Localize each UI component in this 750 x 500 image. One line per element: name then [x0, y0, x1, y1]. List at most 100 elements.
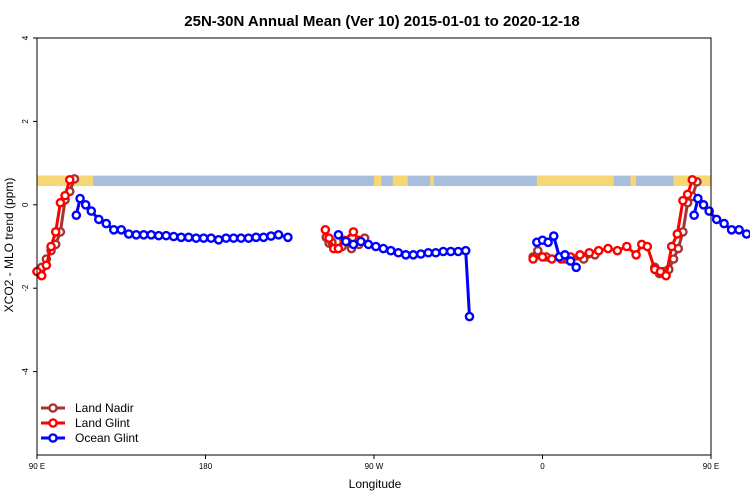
series-0	[32, 174, 702, 279]
series-2-point-6	[108, 225, 119, 235]
legend-item-1: Land Glint	[41, 416, 130, 430]
series-2-point-55	[565, 256, 576, 266]
series-2-point-16	[183, 232, 194, 243]
series-2-point-2	[80, 199, 91, 210]
y-tick-label-4: 4	[21, 35, 30, 40]
series-2-point-52	[548, 231, 559, 241]
series-2-point-34	[363, 239, 374, 250]
series-0-point-19	[533, 245, 543, 256]
series-2	[71, 193, 750, 322]
x-tick-label-2: 90 W	[365, 462, 384, 471]
series-1-point-21	[584, 247, 595, 258]
series-2-point-15	[176, 232, 186, 243]
series-2-point-42	[423, 247, 434, 258]
y-axis-ticks: -4 -2 0 2 4	[21, 35, 37, 375]
series-1-point-7	[64, 174, 75, 185]
series-1-line-2	[532, 179, 694, 278]
series-1-point-5	[55, 197, 66, 208]
series-1-point-1	[36, 270, 47, 281]
x-tick-label-4: 90 E	[703, 462, 719, 471]
x-axis-label: Longitude	[349, 477, 402, 491]
series-1-point-36	[687, 174, 698, 185]
land-ocean-strip	[37, 175, 711, 187]
series-2-point-58	[693, 193, 703, 204]
series-1-point-11	[333, 243, 344, 254]
series-1-point-4	[50, 227, 61, 237]
series-2-point-20	[213, 235, 224, 245]
series-1-point-3	[46, 241, 56, 252]
series-2-point-41	[416, 249, 426, 259]
series-2-point-47	[460, 245, 471, 256]
x-tick-label-0: 90 E	[29, 462, 45, 471]
y-tick-label-2: 0	[21, 202, 30, 207]
series-2-point-48	[464, 311, 475, 322]
series-2-point-23	[236, 233, 246, 243]
y-tick-label-0: -4	[21, 367, 30, 375]
series-2-point-0	[71, 210, 82, 221]
series-2-point-7	[116, 225, 127, 235]
legend-label-1: Land Glint	[75, 416, 130, 430]
x-axis-ticks: 90 E 180 90 W 0 90 E	[29, 455, 719, 471]
series-2-point-30	[333, 230, 344, 240]
series-2-point-64	[734, 225, 744, 235]
series-2-point-25	[251, 232, 261, 243]
x-tick-label-3: 0	[540, 462, 545, 471]
series-2-point-8	[123, 229, 134, 239]
series-1-point-22	[593, 245, 604, 256]
series-1-point-35	[682, 189, 693, 200]
legend-item-0: Land Nadir	[41, 401, 134, 415]
series-2-point-57	[689, 210, 699, 221]
series-2-point-29	[283, 232, 293, 243]
series-2-point-19	[206, 233, 216, 243]
series-1-point-32	[666, 241, 677, 252]
series-1-point-28	[642, 241, 653, 252]
legend-marker-1	[48, 418, 58, 428]
land-band-3	[430, 175, 434, 187]
series-2-point-12	[153, 230, 164, 241]
series-2-point-60	[704, 206, 714, 216]
series-1-point-24	[612, 245, 623, 256]
series-2-point-28	[273, 230, 284, 240]
series-2-point-37	[386, 245, 396, 256]
x-tick-label-1: 180	[199, 462, 213, 471]
series-2-point-24	[243, 233, 254, 243]
series-1-point-31	[661, 270, 671, 281]
series-2-point-38	[393, 247, 404, 258]
series-2-point-11	[146, 230, 157, 240]
series-2-point-35	[371, 241, 381, 252]
series-2-point-65	[741, 229, 750, 239]
series-2-point-40	[408, 250, 419, 260]
series-2-point-17	[191, 233, 201, 243]
series-1-point-16	[537, 252, 548, 262]
series-1-point-9	[324, 233, 334, 243]
legend-label-2: Ocean Glint	[75, 431, 139, 445]
series-2-point-18	[198, 233, 209, 243]
series-2-point-21	[221, 233, 231, 243]
series-1	[32, 174, 698, 281]
series-1-point-33	[672, 229, 683, 239]
series-2-point-46	[453, 246, 464, 257]
land-band-5	[630, 175, 637, 187]
series-1-point-6	[60, 190, 70, 201]
series-2-point-45	[445, 246, 456, 257]
y-tick-label-3: 2	[21, 119, 30, 124]
series-2-point-1	[75, 193, 85, 204]
legend-marker-0	[48, 403, 58, 413]
chart-title: 25N-30N Annual Mean (Ver 10) 2015-01-01 …	[184, 13, 579, 30]
series-2-point-26	[258, 232, 269, 243]
series-2-point-44	[438, 246, 449, 257]
legend-label-0: Land Nadir	[75, 401, 134, 415]
series-2-point-39	[401, 250, 411, 260]
land-band-4	[536, 175, 614, 187]
series-1-point-8	[320, 225, 331, 235]
series-2-point-22	[228, 233, 239, 243]
series-2-point-36	[378, 243, 389, 254]
series-1-point-23	[603, 243, 613, 254]
series-2-point-32	[348, 239, 359, 250]
y-tick-label-1: -2	[21, 284, 30, 292]
series-2-point-31	[341, 236, 351, 247]
series-2-point-43	[430, 247, 441, 258]
legend-item-2: Ocean Glint	[41, 431, 139, 445]
series-1-point-26	[631, 250, 641, 260]
